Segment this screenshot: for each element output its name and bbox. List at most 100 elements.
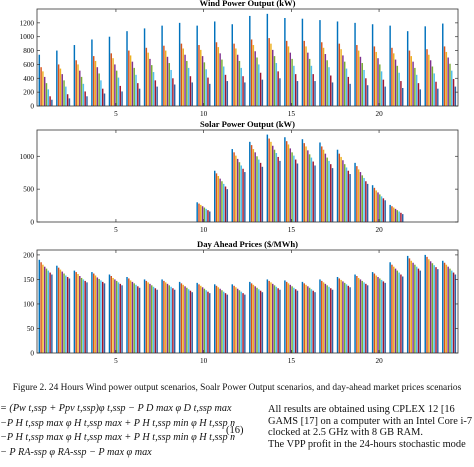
bar [236, 54, 239, 106]
bar [307, 150, 309, 222]
y-tick-label: 200 [23, 89, 34, 97]
bar [203, 288, 206, 353]
bar [129, 280, 132, 353]
bar [417, 83, 420, 106]
bar [314, 292, 316, 353]
bar [303, 283, 305, 353]
bar [268, 38, 270, 106]
bar [154, 80, 157, 106]
bar [366, 285, 369, 353]
bar [131, 61, 134, 106]
bar [63, 273, 65, 353]
bar [389, 25, 391, 107]
bar [161, 25, 163, 107]
bar [361, 63, 363, 106]
bar [133, 67, 135, 106]
bar [226, 81, 229, 106]
bar [172, 288, 174, 353]
bar [342, 55, 344, 106]
bar [371, 272, 374, 353]
bar [328, 160, 330, 222]
bar [380, 71, 383, 106]
bar [363, 69, 365, 106]
bar [330, 164, 332, 222]
bar [424, 254, 426, 353]
bar [191, 82, 193, 106]
bar [219, 288, 221, 353]
bar [410, 260, 412, 353]
bar [100, 280, 102, 353]
bar [308, 287, 311, 353]
bar [151, 65, 153, 106]
bar [314, 81, 316, 106]
bar [275, 286, 278, 353]
bar [287, 283, 290, 353]
bar [240, 165, 242, 222]
bar [207, 291, 209, 353]
bar [196, 25, 198, 107]
bar [343, 164, 346, 222]
bar [250, 39, 253, 106]
bar [261, 292, 264, 353]
bar [149, 283, 151, 353]
bar [336, 149, 339, 222]
bar [417, 268, 420, 353]
bar [259, 72, 262, 106]
bar [98, 278, 100, 353]
bar [375, 275, 377, 353]
x-tick-label: 10 [200, 110, 208, 118]
bar [110, 53, 112, 106]
equation-line: −P H t,ssp max φ H t,ssp max + P H t,ssp… [0, 417, 235, 429]
bar [373, 273, 376, 353]
bar [289, 52, 292, 106]
bar [221, 59, 223, 106]
bar [138, 287, 141, 353]
bar [117, 77, 120, 106]
bar [56, 50, 58, 106]
body-text-line: GAMS [17] on a computer with an Intel Co… [268, 415, 474, 427]
bar [400, 81, 402, 106]
bar [93, 273, 95, 353]
bar [244, 172, 246, 222]
bar [84, 91, 86, 106]
bar [209, 211, 211, 222]
bar [189, 290, 192, 353]
bar [326, 157, 328, 222]
bar [259, 290, 262, 353]
x-tick-label: 20 [375, 110, 383, 118]
bar [384, 86, 386, 106]
bar [454, 86, 457, 106]
bar [321, 146, 323, 222]
bar [79, 70, 81, 106]
bar [336, 21, 339, 106]
bar [117, 282, 120, 353]
bar [447, 266, 449, 353]
bar [293, 287, 295, 353]
bar [445, 51, 448, 106]
bar [393, 207, 395, 222]
bar [138, 88, 141, 106]
bar [394, 268, 397, 353]
bar [349, 287, 351, 353]
x-tick-label: 5 [114, 226, 118, 234]
bar [402, 276, 404, 353]
bar [103, 93, 106, 106]
bar [209, 293, 211, 353]
bar [68, 98, 71, 106]
bar [200, 204, 202, 222]
y-tick-label: 1000 [20, 33, 35, 41]
bar [319, 142, 321, 222]
bar [365, 78, 367, 106]
bar [396, 65, 399, 106]
bar [222, 66, 225, 106]
bar [112, 58, 114, 106]
bar [258, 64, 260, 106]
bar [435, 267, 437, 353]
bar [75, 60, 77, 106]
bar [342, 281, 344, 353]
bar [379, 278, 381, 353]
bar [121, 285, 123, 353]
bar [273, 149, 276, 222]
x-tick-label: 5 [114, 357, 118, 365]
bar [301, 18, 304, 107]
